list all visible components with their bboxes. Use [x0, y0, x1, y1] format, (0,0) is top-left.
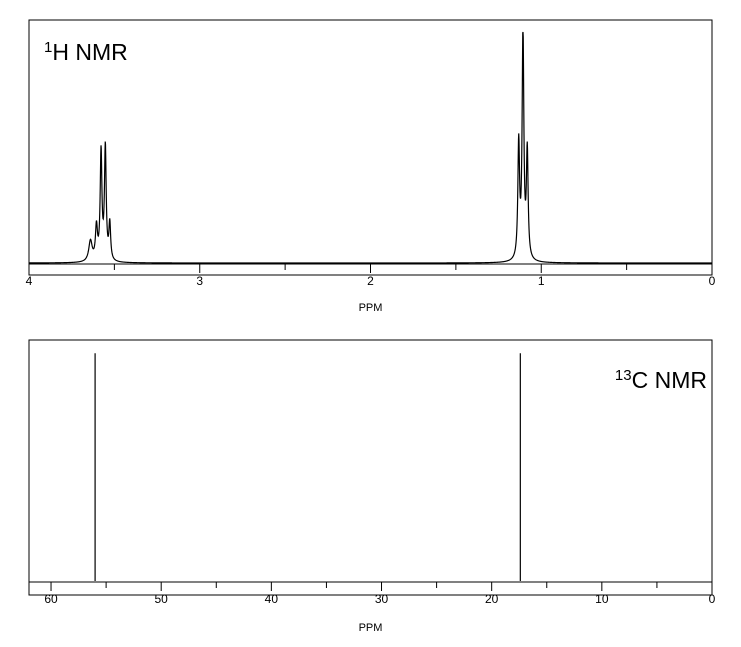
tick-label-4: 4	[26, 274, 33, 288]
tick-label-0: 0	[709, 274, 716, 288]
tick-label-30: 30	[375, 592, 389, 606]
c-nmr-x-axis-title: PPM	[359, 622, 383, 634]
c-nmr-peaks	[94, 353, 521, 581]
h-nmr-title-superscript: 1	[44, 39, 52, 56]
tick-label-60: 60	[44, 592, 58, 606]
h-nmr-title: 1H NMR	[44, 39, 128, 65]
c-nmr-title: 13C NMR	[615, 367, 707, 393]
h-nmr-spectrum-line	[29, 31, 712, 264]
h-nmr-plot-frame	[28, 19, 713, 276]
h-nmr-title-main: H NMR	[52, 39, 127, 65]
tick-label-0: 0	[709, 592, 716, 606]
c-nmr-plot-frame	[28, 339, 713, 596]
tick-label-1: 1	[538, 274, 545, 288]
c-nmr-x-ticks: 60 50 40 30 20 10 0	[44, 582, 716, 606]
tick-label-20: 20	[485, 592, 499, 606]
c-nmr-title-main: C NMR	[632, 367, 707, 393]
tick-label-2: 2	[367, 274, 374, 288]
tick-label-50: 50	[155, 592, 169, 606]
tick-label-40: 40	[265, 592, 279, 606]
tick-label-10: 10	[595, 592, 609, 606]
tick-label-3: 3	[196, 274, 203, 288]
c-nmr-panel: 13C NMR 60 50 40 30 20 10 0 PPM	[28, 339, 716, 634]
h-nmr-x-ticks: 4 3 2 1 0	[26, 264, 716, 288]
c-nmr-title-superscript: 13	[615, 367, 632, 384]
h-nmr-x-axis-title: PPM	[359, 302, 383, 314]
